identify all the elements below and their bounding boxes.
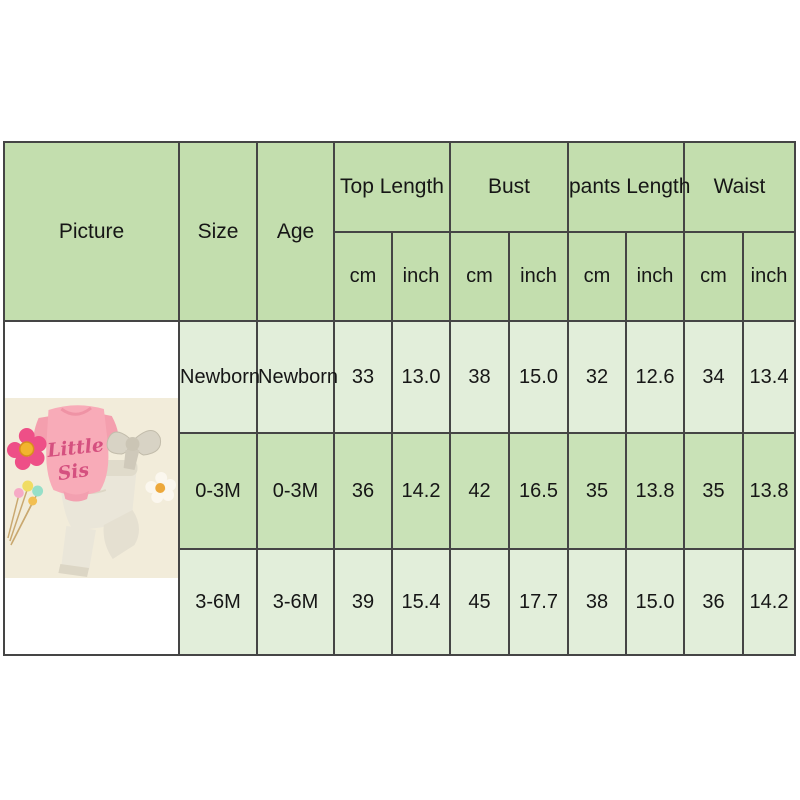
- cell-age: 0-3M: [256, 432, 335, 550]
- cell-waist-cm: 34: [683, 320, 744, 434]
- product-photo: Little Sis: [5, 398, 178, 578]
- cell-pants-length-cm: 35: [567, 432, 627, 550]
- cell-top-length-inch: 13.0: [391, 320, 451, 434]
- romper-text-sis: Sis: [56, 459, 90, 485]
- unit-header-cm: cm: [567, 231, 627, 322]
- size-row-0-3m: 0-3M 0-3M 36 14.2 42 16.5 35 13.8 35 13.…: [4, 432, 797, 550]
- cell-top-length-inch: 15.4: [391, 548, 451, 656]
- header-row-groups: Picture Size Age Top Length Bust pants L…: [3, 141, 797, 322]
- cell-bust-inch: 17.7: [508, 548, 569, 656]
- cell-size: Newborn: [178, 320, 260, 434]
- unit-header-inch: inch: [508, 231, 569, 322]
- cell-waist-inch: 14.2: [741, 548, 797, 656]
- col-header-bust: Bust: [449, 141, 569, 233]
- cell-pants-length-cm: 38: [567, 548, 627, 656]
- col-header-waist: Waist: [682, 141, 797, 233]
- size-row-3-6m: 3-6M 3-6M 39 15.4 45 17.7 38 15.0 36 14.…: [4, 548, 797, 656]
- unit-header-cm: cm: [333, 231, 393, 322]
- pom-flower-heads: [13, 480, 44, 506]
- col-header-top-length: Top Length: [333, 141, 451, 233]
- cell-size: 0-3M: [178, 432, 258, 550]
- cell-pants-length-inch: 15.0: [625, 548, 685, 656]
- product-photo-cell: Little Sis: [3, 320, 180, 656]
- unit-header-inch: inch: [741, 231, 797, 322]
- cell-age: 3-6M: [256, 548, 335, 656]
- col-header-size: Size: [178, 141, 258, 322]
- cell-bust-cm: 45: [449, 548, 510, 656]
- cell-pants-length-inch: 12.6: [625, 320, 685, 434]
- col-header-pants-length: pants Length: [567, 141, 690, 233]
- cell-bust-inch: 15.0: [508, 320, 569, 434]
- cell-pants-length-cm: 32: [567, 320, 627, 434]
- cell-waist-cm: 36: [683, 548, 744, 656]
- cell-top-length-cm: 33: [333, 320, 393, 434]
- cell-waist-inch: 13.4: [741, 320, 797, 434]
- cell-waist-inch: 13.8: [741, 432, 797, 550]
- cell-top-length-cm: 36: [333, 432, 393, 550]
- cell-size: 3-6M: [178, 548, 258, 656]
- unit-header-inch: inch: [625, 231, 685, 322]
- pink-flower-icon: [6, 428, 47, 470]
- unit-header-inch: inch: [391, 231, 451, 322]
- cell-bust-inch: 16.5: [508, 432, 569, 550]
- cell-pants-length-inch: 13.8: [625, 432, 685, 550]
- size-row-newborn: Little Sis: [3, 320, 797, 656]
- cell-bust-cm: 42: [449, 432, 510, 550]
- unit-header-cm: cm: [683, 231, 744, 322]
- cell-bust-cm: 38: [449, 320, 510, 434]
- size-chart-table: Picture Size Age Top Length Bust pants L…: [3, 141, 797, 656]
- bow-icon: [106, 430, 162, 470]
- header-row-units: cm inch cm inch cm inch cm inch: [4, 231, 797, 322]
- col-header-age: Age: [256, 141, 335, 322]
- cell-top-length-inch: 14.2: [391, 432, 451, 550]
- unit-header-cm: cm: [449, 231, 510, 322]
- cell-age: Newborn: [256, 320, 338, 434]
- col-header-picture: Picture: [3, 141, 180, 322]
- cell-waist-cm: 35: [683, 432, 744, 550]
- daisy-icon: [145, 472, 177, 503]
- cell-top-length-cm: 39: [333, 548, 393, 656]
